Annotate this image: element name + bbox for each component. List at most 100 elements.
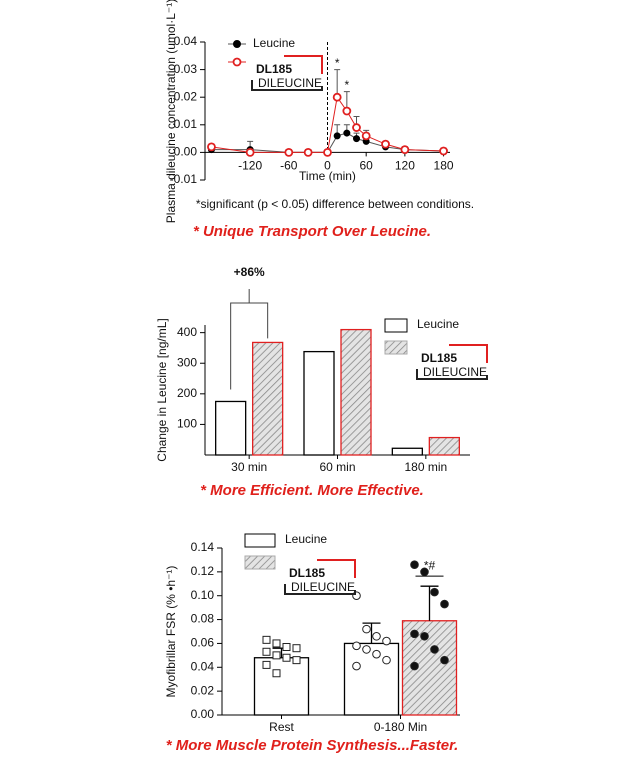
legend-label: Leucine [285,532,327,546]
y-tick-label: 0.12 [191,564,215,578]
y-tick-label: 200 [177,386,197,400]
significance-marker: * [345,78,350,92]
point [323,147,332,157]
point [420,567,429,577]
point [303,147,313,157]
bar [391,447,423,456]
x-tick-label: 0 [324,159,331,173]
y-tick-label: 0.08 [191,612,215,626]
y-axis-label: Change in Leucine [ng/mL] [155,318,169,461]
bar [340,328,372,456]
point [343,129,351,137]
point [292,656,301,665]
annotation: *# [424,558,436,572]
point [282,643,291,652]
annotation: +86% [234,265,265,279]
x-tick-label: 180 [434,159,454,173]
logo-frame [284,584,356,595]
legend-logo-tagline: DILEUCINE [423,365,487,379]
y-tick-label: 300 [177,355,197,369]
y-axis-label: Myofibrillar FSR (% •h⁻¹) [164,566,178,698]
point [262,635,271,644]
point [400,145,410,155]
legend-marker [232,57,242,67]
point [372,631,381,641]
x-tick-label: -120 [238,159,262,173]
point [440,599,449,609]
x-tick-label: 60 min [319,460,355,474]
y-tick-label: 400 [177,325,197,339]
y-tick-label: 100 [177,417,197,431]
point [353,135,361,143]
point [284,147,294,157]
legend-swatch [384,340,408,355]
point [272,669,281,678]
x-tick-label: 30 min [231,460,267,474]
x-tick-label: 120 [395,159,415,173]
legend-logo-tagline: DILEUCINE [291,580,355,594]
y-tick-label: 0.03 [174,62,198,76]
point [245,147,255,157]
point [410,661,419,671]
y-tick-label: 0.06 [191,636,215,650]
bar [303,350,335,456]
point [362,645,371,654]
y-tick-label: 0.04 [191,659,215,673]
x-tick-label: -60 [280,159,298,173]
point [430,587,439,597]
significance-marker: * [335,56,340,70]
point [352,661,361,671]
legend-logo-name: DL185 [421,351,457,365]
point [332,92,342,102]
point [207,142,216,152]
error-bar [362,622,381,644]
y-tick-label: 0.01 [174,117,198,131]
point [282,653,291,662]
logo-frame [251,80,323,91]
point [272,639,281,648]
point [262,660,271,669]
y-tick-label: 0.14 [191,540,215,554]
x-tick-label: Rest [269,720,294,734]
point [352,641,361,651]
legend-label: Leucine [253,36,295,50]
y-tick-label: 0.04 [174,34,198,48]
bar [343,642,400,716]
legend-label: Leucine [417,317,459,331]
legend-swatch [384,318,408,333]
point [272,651,281,660]
point [410,560,419,570]
error-bar [334,69,341,98]
y-tick-label: -0.01 [170,172,198,186]
x-tick-label: 0-180 Min [374,720,427,734]
caption: * More Efficient. More Effective. [200,482,424,499]
point [382,655,391,665]
legend-marker [233,40,241,48]
legend-logo-tagline: DILEUCINE [258,76,322,90]
x-tick-label: 60 [360,159,374,173]
y-tick-label: 0.02 [191,683,215,697]
point [439,146,448,156]
legend-swatch [244,555,276,570]
point [352,123,361,132]
footnote: *significant (p < 0.05) difference betwe… [196,197,474,211]
logo-frame [317,559,356,578]
y-axis-label: Plasma dileucine concentration (umol·L⁻¹… [164,0,178,223]
point [410,629,419,639]
bar [215,400,247,456]
point [362,624,371,634]
legend-logo-name: DL185 [256,62,292,76]
point [292,644,301,653]
point [382,636,391,646]
logo-frame [284,55,323,74]
point [361,131,371,141]
point [262,647,271,656]
bar [428,436,460,456]
y-tick-label: 0.02 [174,89,198,103]
logo-frame [449,344,488,363]
logo-frame [416,369,488,380]
x-axis-label: Time (min) [299,169,356,183]
bar [252,341,284,456]
point [342,106,352,116]
